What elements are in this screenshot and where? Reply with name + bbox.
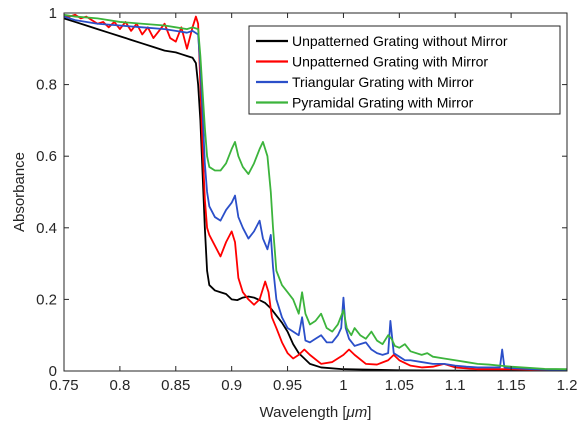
legend-label-3: Triangular Grating with Mirror xyxy=(292,74,474,90)
x-tick-label: 1 xyxy=(339,377,347,394)
x-tick-label: 1.15 xyxy=(497,377,526,394)
legend: Unpatterned Grating without Mirror Unpatt… xyxy=(248,25,561,115)
y-axis-label: Absorbance xyxy=(11,152,28,232)
x-tick-label: 0.75 xyxy=(49,377,78,394)
series-layer xyxy=(64,13,567,371)
legend-label-2: Unpatterned Grating with Mirror xyxy=(292,54,488,70)
x-tick-label: 0.95 xyxy=(273,377,302,394)
y-tick-label: 1 xyxy=(49,5,57,22)
axis-tick-labels: 0.75 0.8 0.85 0.9 0.95 1 1.05 1.1 1.15 1.2 0 0.2 0.4… xyxy=(36,5,577,394)
x-tick-label: 0.9 xyxy=(221,377,242,394)
y-tick-label: 0 xyxy=(49,363,57,380)
x-tick-label: 0.8 xyxy=(109,377,130,394)
x-axis-label: Wavelength [μm] xyxy=(260,404,372,421)
series-line-3 xyxy=(64,15,567,371)
y-tick-label: 0.2 xyxy=(36,291,57,308)
x-axis-label-end: ] xyxy=(367,404,371,421)
plot-frame xyxy=(63,12,568,372)
x-axis-label-main: Wavelength [ xyxy=(260,404,348,421)
series-line-4 xyxy=(64,13,567,371)
legend-label-1: Unpatterned Grating without Mirror xyxy=(292,33,508,49)
x-tick-label: 1.05 xyxy=(385,377,414,394)
x-tick-label: 1.2 xyxy=(557,377,578,394)
series-line-2 xyxy=(64,13,567,371)
plot-area xyxy=(64,13,567,371)
x-tick-label: 1.1 xyxy=(445,377,466,394)
x-tick-label: 0.85 xyxy=(161,377,190,394)
legend-box xyxy=(248,25,561,115)
legend-entries: Unpatterned Grating without Mirror Unpatt… xyxy=(256,33,508,111)
series-line-1 xyxy=(64,17,567,371)
axis-ticks xyxy=(63,12,568,372)
x-axis-label-unit: μm xyxy=(346,404,368,421)
y-tick-label: 0.8 xyxy=(36,77,57,94)
legend-label-4: Pyramidal Grating with Mirror xyxy=(292,95,474,111)
y-tick-label: 0.4 xyxy=(36,220,57,237)
y-tick-label: 0.6 xyxy=(36,148,57,165)
